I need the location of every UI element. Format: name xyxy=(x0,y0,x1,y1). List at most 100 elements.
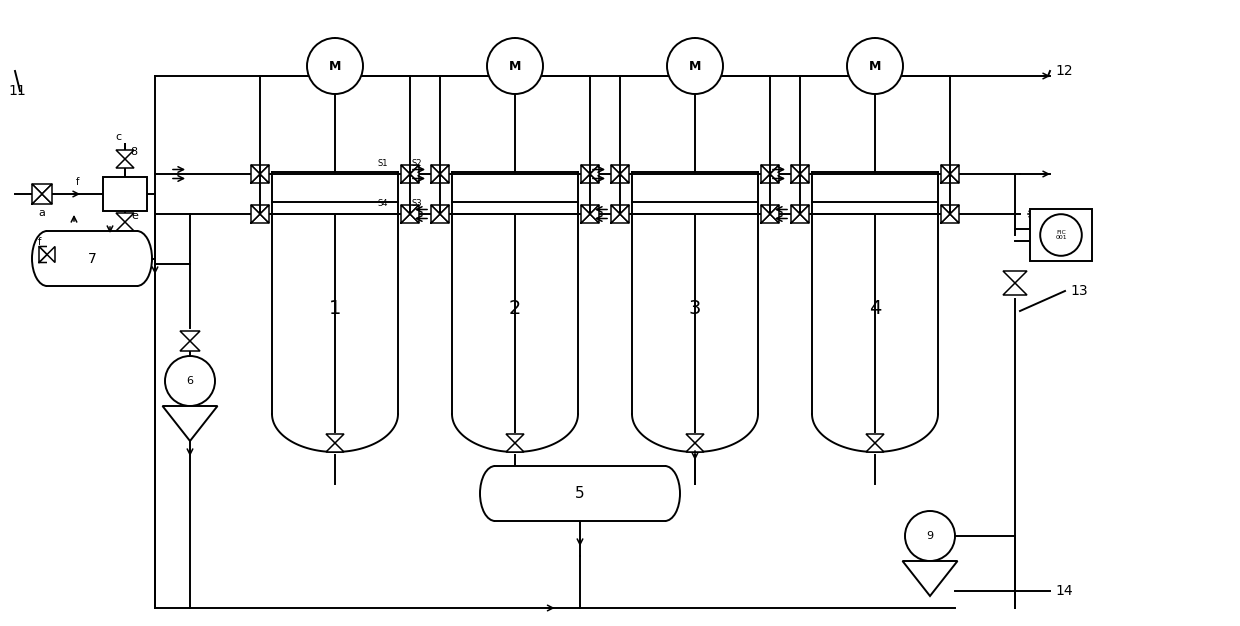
Polygon shape xyxy=(506,443,525,452)
Polygon shape xyxy=(326,443,343,452)
Bar xyxy=(103,177,148,211)
Polygon shape xyxy=(620,205,629,223)
Polygon shape xyxy=(770,165,779,183)
Text: a: a xyxy=(38,208,46,218)
Text: c: c xyxy=(115,132,122,142)
Text: e: e xyxy=(131,211,138,221)
Text: S2: S2 xyxy=(412,159,423,168)
Polygon shape xyxy=(866,434,884,443)
Text: M: M xyxy=(329,59,341,73)
Text: 14: 14 xyxy=(1055,584,1073,598)
Polygon shape xyxy=(590,165,599,183)
Polygon shape xyxy=(180,331,200,341)
Polygon shape xyxy=(410,205,419,223)
Polygon shape xyxy=(117,222,134,231)
Polygon shape xyxy=(440,165,449,183)
Polygon shape xyxy=(180,341,200,351)
Polygon shape xyxy=(941,205,950,223)
Polygon shape xyxy=(800,165,808,183)
Text: S1: S1 xyxy=(377,159,388,168)
Polygon shape xyxy=(440,205,449,223)
Circle shape xyxy=(1040,214,1081,256)
Polygon shape xyxy=(582,165,590,183)
Polygon shape xyxy=(761,205,770,223)
Polygon shape xyxy=(410,165,419,183)
Polygon shape xyxy=(950,165,959,183)
Text: 7: 7 xyxy=(88,252,97,265)
Polygon shape xyxy=(260,165,269,183)
Polygon shape xyxy=(791,165,800,183)
Text: 9: 9 xyxy=(926,531,934,541)
Text: S3: S3 xyxy=(412,199,423,208)
Text: M: M xyxy=(688,59,701,73)
Polygon shape xyxy=(250,205,260,223)
Text: 4: 4 xyxy=(869,299,882,317)
Text: 5: 5 xyxy=(575,486,585,501)
Polygon shape xyxy=(686,434,704,443)
Polygon shape xyxy=(506,434,525,443)
Circle shape xyxy=(667,38,723,94)
Polygon shape xyxy=(325,66,335,86)
Bar xyxy=(47,231,136,286)
Polygon shape xyxy=(250,165,260,183)
Polygon shape xyxy=(611,165,620,183)
Polygon shape xyxy=(950,205,959,223)
Circle shape xyxy=(165,356,215,406)
Text: 1: 1 xyxy=(329,299,341,317)
Bar xyxy=(1030,209,1092,261)
Polygon shape xyxy=(432,205,440,223)
Text: 3: 3 xyxy=(688,299,701,317)
Polygon shape xyxy=(791,205,800,223)
Polygon shape xyxy=(117,150,134,159)
Text: f: f xyxy=(38,237,42,247)
Text: FIC
001: FIC 001 xyxy=(1055,230,1066,240)
Polygon shape xyxy=(875,66,885,86)
Polygon shape xyxy=(903,561,957,596)
Text: M: M xyxy=(508,59,521,73)
Polygon shape xyxy=(611,205,620,223)
Polygon shape xyxy=(505,66,515,86)
Polygon shape xyxy=(335,66,345,86)
Circle shape xyxy=(905,511,955,561)
Polygon shape xyxy=(432,165,440,183)
Polygon shape xyxy=(800,205,808,223)
Polygon shape xyxy=(117,213,134,222)
Polygon shape xyxy=(582,205,590,223)
Text: S4: S4 xyxy=(377,199,388,208)
Text: 11: 11 xyxy=(7,84,26,98)
Bar xyxy=(495,466,665,521)
Polygon shape xyxy=(866,66,875,86)
Text: 8: 8 xyxy=(130,147,138,157)
Polygon shape xyxy=(1003,271,1027,283)
Text: f: f xyxy=(77,177,79,187)
Polygon shape xyxy=(515,66,525,86)
Circle shape xyxy=(487,38,543,94)
Text: 12: 12 xyxy=(1055,64,1073,78)
Polygon shape xyxy=(38,247,47,262)
Text: M: M xyxy=(869,59,882,73)
Polygon shape xyxy=(1003,283,1027,295)
Polygon shape xyxy=(686,443,704,452)
Polygon shape xyxy=(684,66,694,86)
Polygon shape xyxy=(694,66,706,86)
Text: 2: 2 xyxy=(508,299,521,317)
Polygon shape xyxy=(47,247,55,262)
Text: 13: 13 xyxy=(1070,284,1087,298)
Polygon shape xyxy=(117,159,134,168)
Polygon shape xyxy=(260,205,269,223)
Polygon shape xyxy=(401,165,410,183)
Text: 6: 6 xyxy=(186,376,193,386)
Polygon shape xyxy=(326,434,343,443)
Circle shape xyxy=(847,38,903,94)
Polygon shape xyxy=(42,184,52,204)
Polygon shape xyxy=(32,184,42,204)
Polygon shape xyxy=(590,205,599,223)
Polygon shape xyxy=(162,406,217,441)
Polygon shape xyxy=(866,443,884,452)
Polygon shape xyxy=(941,165,950,183)
Polygon shape xyxy=(620,165,629,183)
Polygon shape xyxy=(401,205,410,223)
Polygon shape xyxy=(761,165,770,183)
Circle shape xyxy=(308,38,363,94)
Polygon shape xyxy=(770,205,779,223)
